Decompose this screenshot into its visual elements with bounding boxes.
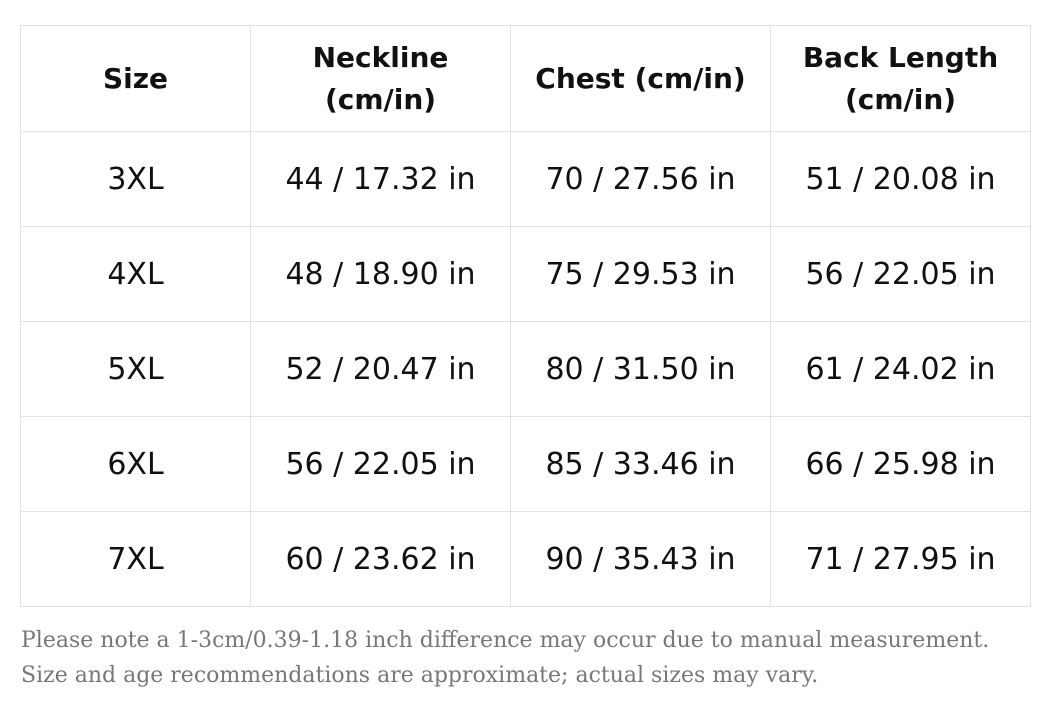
cell-neckline: 60 / 23.62 in	[250, 511, 511, 607]
cell-size: 3XL	[20, 131, 251, 227]
cell-chest: 90 / 35.43 in	[510, 511, 771, 607]
cell-back-length: 61 / 24.02 in	[770, 321, 1031, 417]
size-chart-header: Size Neckline (cm/in) Chest (cm/in) Back…	[20, 25, 1031, 132]
table-row: 3XL 44 / 17.32 in 70 / 27.56 in 51 / 20.…	[20, 131, 1031, 227]
cell-neckline: 48 / 18.90 in	[250, 226, 511, 322]
header-back-length: Back Length (cm/in)	[770, 25, 1031, 132]
cell-back-length: 56 / 22.05 in	[770, 226, 1031, 322]
header-chest: Chest (cm/in)	[510, 25, 771, 132]
cell-size: 5XL	[20, 321, 251, 417]
header-neckline: Neckline (cm/in)	[250, 25, 511, 132]
cell-size: 6XL	[20, 416, 251, 512]
size-chart-body: 3XL 44 / 17.32 in 70 / 27.56 in 51 / 20.…	[20, 131, 1031, 607]
cell-chest: 85 / 33.46 in	[510, 416, 771, 512]
size-chart-table: Size Neckline (cm/in) Chest (cm/in) Back…	[20, 25, 1031, 607]
table-row: 4XL 48 / 18.90 in 75 / 29.53 in 56 / 22.…	[20, 226, 1031, 322]
cell-back-length: 51 / 20.08 in	[770, 131, 1031, 227]
cell-chest: 75 / 29.53 in	[510, 226, 771, 322]
table-row: 7XL 60 / 23.62 in 90 / 35.43 in 71 / 27.…	[20, 511, 1031, 607]
cell-chest: 70 / 27.56 in	[510, 131, 771, 227]
cell-chest: 80 / 31.50 in	[510, 321, 771, 417]
cell-neckline: 52 / 20.47 in	[250, 321, 511, 417]
cell-back-length: 71 / 27.95 in	[770, 511, 1031, 607]
measurement-note: Please note a 1-3cm/0.39-1.18 inch diffe…	[21, 623, 1041, 693]
header-row: Size Neckline (cm/in) Chest (cm/in) Back…	[20, 25, 1031, 132]
cell-back-length: 66 / 25.98 in	[770, 416, 1031, 512]
header-size: Size	[20, 25, 251, 132]
table-row: 6XL 56 / 22.05 in 85 / 33.46 in 66 / 25.…	[20, 416, 1031, 512]
cell-neckline: 56 / 22.05 in	[250, 416, 511, 512]
note-line-measurement: Please note a 1-3cm/0.39-1.18 inch diffe…	[21, 628, 990, 653]
cell-size: 4XL	[20, 226, 251, 322]
cell-neckline: 44 / 17.32 in	[250, 131, 511, 227]
cell-size: 7XL	[20, 511, 251, 607]
note-line-approximate: Size and age recommendations are approxi…	[21, 663, 819, 688]
table-row: 5XL 52 / 20.47 in 80 / 31.50 in 61 / 24.…	[20, 321, 1031, 417]
